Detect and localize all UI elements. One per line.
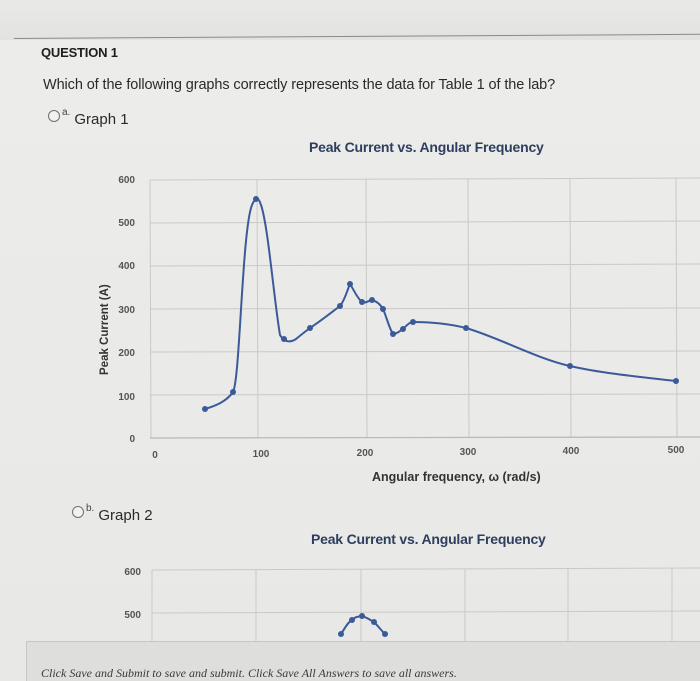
option-b-graph-2[interactable]: b. Graph 2	[72, 503, 153, 524]
radio-button-b[interactable]	[72, 506, 84, 518]
x-tick: 400	[563, 446, 580, 457]
graph-1-plot-border	[149, 436, 700, 439]
option-label[interactable]: Graph 2	[98, 507, 153, 524]
save-instructions-text: Click Save and Submit to save and submit…	[41, 666, 457, 680]
y-tick: 600	[124, 567, 141, 578]
y-tick: 200	[118, 348, 135, 359]
x-tick: 500	[668, 445, 685, 456]
option-letter: a.	[62, 107, 71, 118]
graph-1-series-line	[204, 197, 677, 410]
option-letter: b.	[86, 503, 95, 514]
option-label[interactable]: Graph 1	[74, 111, 129, 128]
graph-1-y-ticks: 600 500 400 300 200 100 0	[118, 175, 135, 445]
graph-2-data-points	[338, 613, 388, 637]
question-number: QUESTION 1	[41, 45, 118, 60]
x-tick: 100	[253, 449, 270, 460]
y-tick: 0	[129, 434, 135, 445]
x-tick: 300	[460, 447, 477, 458]
question-panel	[0, 40, 700, 681]
y-tick: 600	[118, 175, 135, 186]
y-tick: 500	[118, 218, 135, 229]
y-tick: 100	[118, 392, 135, 403]
radio-button-a[interactable]	[48, 110, 60, 122]
graph-2-gridlines	[151, 567, 700, 641]
option-a-graph-1[interactable]: a. Graph 1	[48, 107, 129, 128]
save-instructions-bar: Click Save and Submit to save and submit…	[26, 641, 700, 681]
graph-1-x-axis-title: Angular frequency, ω (rad/s)	[372, 470, 541, 484]
x-tick: 200	[357, 448, 374, 459]
graph-1-gridlines	[149, 177, 700, 439]
graph-1-title: Peak Current vs. Angular Frequency	[309, 139, 544, 155]
y-tick: 300	[118, 305, 135, 316]
y-tick: 500	[124, 610, 141, 621]
top-strip	[0, 0, 700, 40]
question-text: Which of the following graphs correctly …	[43, 77, 556, 93]
x-tick: 0	[152, 450, 158, 461]
graph-2-title: Peak Current vs. Angular Frequency	[311, 531, 546, 547]
graph-1-y-axis-title: Peak Current (A)	[99, 284, 111, 375]
y-tick: 400	[118, 261, 135, 272]
graph-1-data-points	[202, 196, 679, 412]
graph-1-x-ticks: 0 100 200 300 400 500	[152, 445, 685, 461]
graph-2-y-ticks: 600 500	[124, 567, 141, 621]
